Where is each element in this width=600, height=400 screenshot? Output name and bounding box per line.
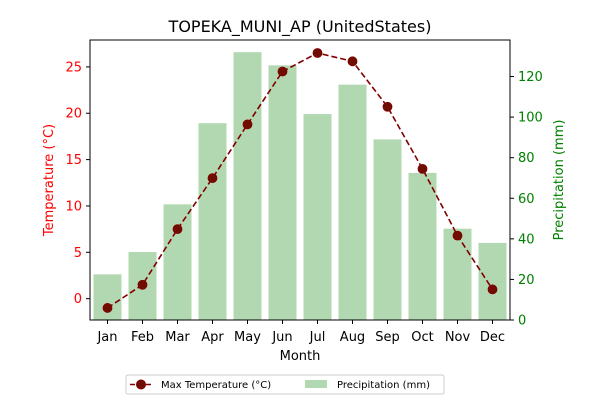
- precipitation-bar: [198, 123, 227, 320]
- x-tick-label: Nov: [445, 330, 471, 345]
- right-tick-label: 40: [518, 232, 535, 247]
- left-tick-label: 0: [74, 292, 82, 307]
- precipitation-bar: [373, 139, 402, 320]
- temperature-point: [277, 66, 288, 77]
- temperature-point: [382, 101, 393, 112]
- x-axis-title: Month: [280, 349, 321, 364]
- right-tick-label: 60: [518, 192, 535, 207]
- x-tick-label: Dec: [480, 330, 505, 345]
- precipitation-bar: [478, 242, 507, 320]
- x-tick-label: Apr: [201, 330, 224, 345]
- temperature-point: [102, 303, 113, 313]
- legend-bar-sample: [305, 380, 327, 388]
- chart-title: TOPEKA_MUNI_AP (UnitedStates): [168, 17, 432, 37]
- x-tick-label: Mar: [165, 330, 190, 345]
- right-tick-label: 80: [518, 151, 535, 166]
- precipitation-bar: [233, 52, 262, 320]
- temperature-point: [417, 163, 428, 174]
- temperature-point: [137, 279, 148, 290]
- legend-frame: [125, 374, 445, 395]
- temperature-point: [347, 56, 358, 67]
- x-tick-label: Feb: [131, 330, 154, 345]
- left-tick-label: 5: [74, 246, 82, 261]
- left-tick-label: 20: [65, 107, 82, 122]
- right-axis-title: Precipitation (mm): [552, 120, 567, 241]
- precipitation-bar: [163, 204, 192, 320]
- temperature-point: [452, 230, 463, 241]
- legend-label-temperature: Max Temperature (°C): [161, 380, 271, 391]
- temperature-point: [487, 284, 498, 295]
- x-tick-label: Sep: [375, 330, 400, 345]
- left-tick-label: 10: [65, 199, 82, 214]
- precipitation-bar: [443, 228, 472, 320]
- precipitation-bars: [93, 52, 507, 320]
- x-tick-label: Oct: [411, 330, 433, 345]
- precipitation-bar: [93, 274, 122, 320]
- right-tick-label: 120: [518, 70, 543, 85]
- right-axis: 0 20 40 60 80 100 120: [510, 70, 543, 329]
- precipitation-bar: [338, 84, 367, 320]
- x-tick-label: Jun: [271, 330, 292, 345]
- temperature-point: [242, 119, 253, 130]
- precipitation-bar: [408, 172, 437, 320]
- temperature-point: [207, 173, 218, 184]
- left-axis: 0 5 10 15 20 25: [65, 60, 90, 307]
- temperature-point: [312, 48, 323, 58]
- right-tick-label: 0: [518, 314, 526, 329]
- precipitation-bar: [268, 65, 297, 320]
- legend-marker-sample: [136, 379, 146, 390]
- legend: Max Temperature (°C) Precipitation (mm): [125, 374, 445, 395]
- x-axis: Jan Feb Mar Apr May Jun Jul Aug Sep Oct Nov Dec: [96, 320, 505, 345]
- temperature-point: [172, 224, 183, 235]
- plot-frame: [89, 39, 511, 321]
- x-tick-label: May: [234, 330, 261, 345]
- right-tick-label: 100: [518, 111, 543, 126]
- x-tick-label: Aug: [340, 330, 365, 345]
- legend-label-precipitation: Precipitation (mm): [337, 380, 430, 391]
- left-axis-title: Temperature (°C): [42, 124, 57, 237]
- x-tick-label: Jan: [96, 330, 117, 345]
- precipitation-bar: [303, 114, 332, 320]
- left-tick-label: 25: [65, 60, 82, 75]
- left-tick-label: 15: [65, 153, 82, 168]
- x-tick-label: Jul: [309, 330, 326, 345]
- temperature-line: [102, 48, 498, 313]
- temperature-polyline: [107, 52, 494, 309]
- right-tick-label: 20: [518, 273, 535, 288]
